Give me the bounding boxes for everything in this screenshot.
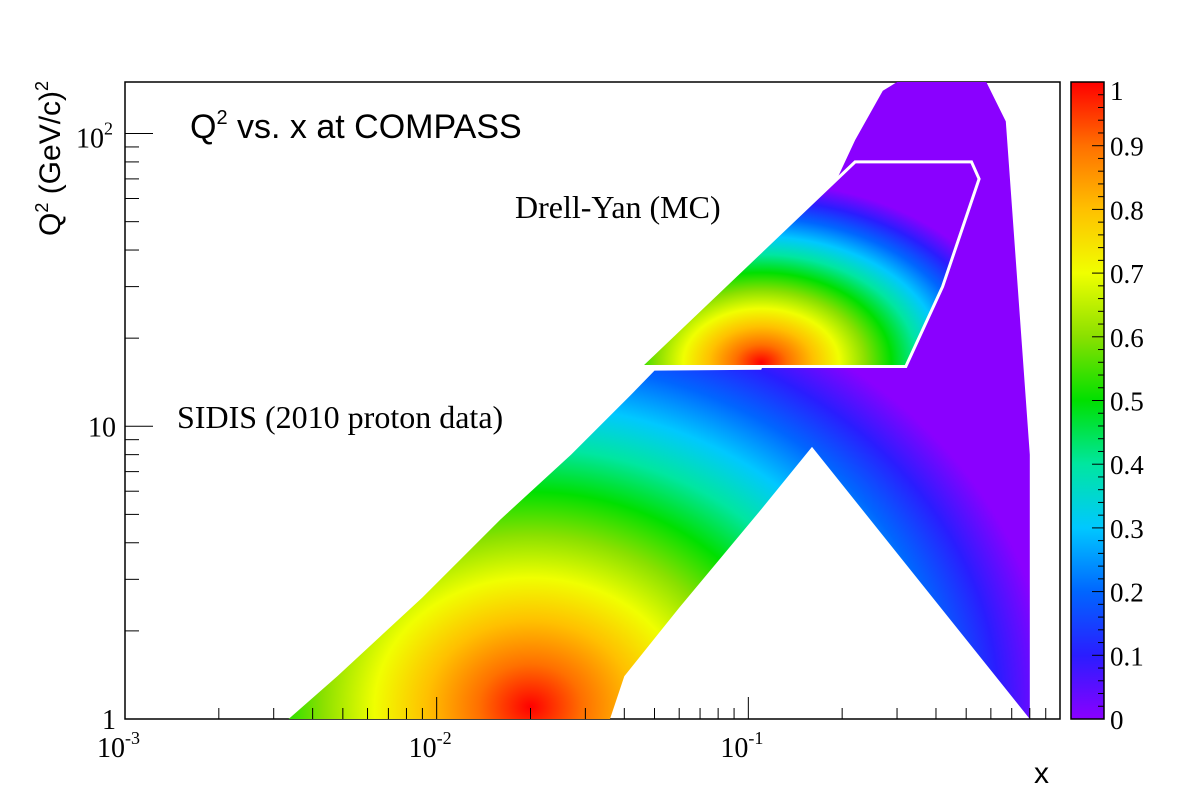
region-drell-yan — [640, 161, 980, 367]
colorbar-tick-label: 0.5 — [1110, 387, 1144, 417]
chart-title-sup: 2 — [216, 107, 227, 129]
y-axis-label-q: Q — [34, 213, 67, 236]
x-tick-label: 10-2 — [409, 728, 452, 764]
heatmap-regions — [288, 82, 1030, 719]
y-axis-label-unit: (GeV/c) — [34, 91, 67, 203]
chart-title-q: Q — [190, 108, 216, 146]
y-axis-label-sup1: 2 — [32, 203, 52, 213]
y-tick-label: 102 — [76, 119, 113, 155]
colorbar-tick-label: 0.9 — [1110, 132, 1144, 162]
y-axis-label-sup2: 2 — [32, 81, 52, 91]
x-tick-labels: 10-3 10-2 10-1 — [97, 728, 763, 764]
y-tick-labels: 1 10 102 — [76, 119, 116, 736]
colorbar-tick-label: 1 — [1110, 76, 1124, 106]
y-axis-label: Q2 (GeV/c)2 — [32, 81, 67, 236]
annotation-sidis: SIDIS (2010 proton data) — [177, 399, 503, 435]
colorbar-tick-label: 0.1 — [1110, 641, 1144, 671]
x-axis-label: x — [1034, 757, 1049, 789]
axis-ticks — [124, 133, 1047, 720]
colorbar-tick-label: 0.6 — [1110, 323, 1144, 353]
y-tick-label: 1 — [102, 705, 116, 736]
colorbar-tick-label: 0 — [1110, 705, 1124, 735]
region-drell-yan-outline — [636, 160, 981, 368]
colorbar-tick-label: 0.2 — [1110, 578, 1144, 608]
chart-title: Q2 vs. x at COMPASS — [190, 107, 522, 146]
y-tick-label: 10 — [88, 412, 116, 443]
annotation-drell-yan: Drell-Yan (MC) — [515, 189, 721, 225]
colorbar-tick-label: 0.4 — [1110, 450, 1144, 480]
colorbar-ticks: 0 0.1 0.2 0.3 0.4 0.5 0.6 0.7 0.8 0.9 1 — [1092, 76, 1144, 735]
x-tick-label: 10-1 — [720, 728, 763, 764]
colorbar-tick-label: 0.3 — [1110, 514, 1144, 544]
colorbar-tick-label: 0.7 — [1110, 259, 1144, 289]
x-tick-label: 10-3 — [97, 728, 140, 764]
chart-title-rest: vs. x at COMPASS — [228, 108, 522, 146]
colorbar-tick-label: 0.8 — [1110, 195, 1144, 225]
